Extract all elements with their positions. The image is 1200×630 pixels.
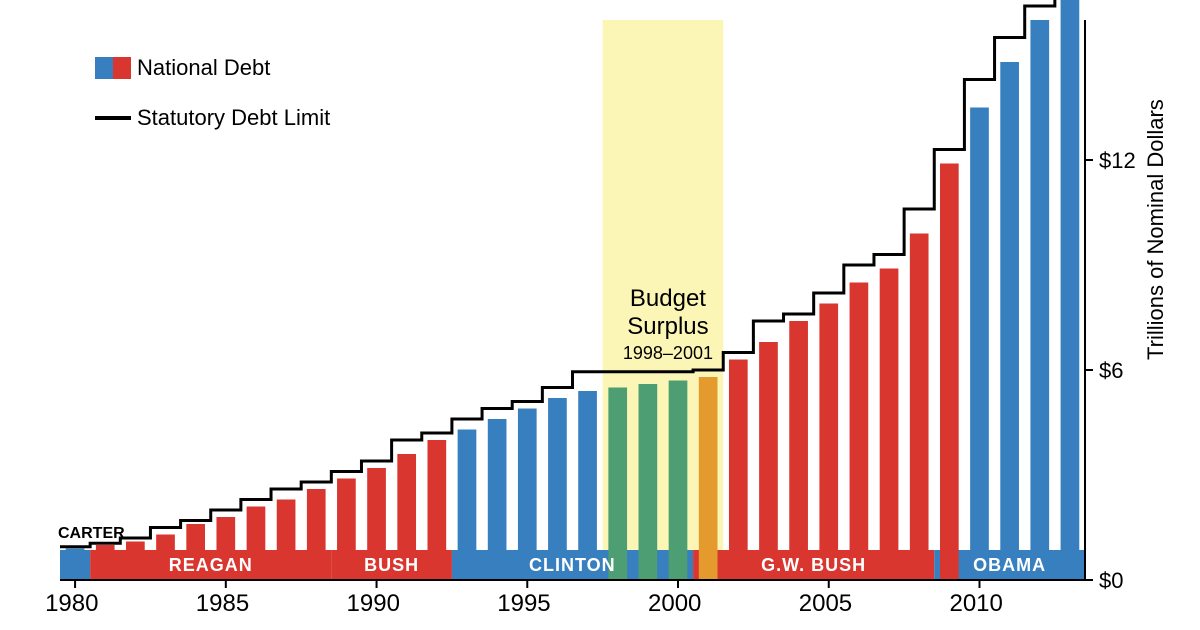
x-tick-1995: 1995 xyxy=(497,590,550,618)
y-tick-6: $6 xyxy=(1099,358,1123,384)
bar-1988 xyxy=(307,489,326,580)
bar-2012 xyxy=(1030,20,1049,580)
bar-1980 xyxy=(66,549,85,581)
president-label-g-w-bush: G.W. BUSH xyxy=(761,555,866,576)
bar-1997 xyxy=(578,391,597,580)
legend-swatch-statutory-line xyxy=(95,116,131,120)
carter-label: CARTER xyxy=(58,525,125,543)
bar-2011 xyxy=(1000,62,1019,580)
president-label-bush: BUSH xyxy=(364,555,419,576)
bar-2010 xyxy=(970,108,989,581)
legend-label-statutory: Statutory Debt Limit xyxy=(137,105,330,131)
legend-item-national-debt: National Debt xyxy=(95,55,330,81)
bar-1993 xyxy=(458,430,477,581)
budget-surplus-title-1: Budget xyxy=(608,285,728,313)
bar-2007 xyxy=(880,269,899,581)
legend-swatch-national-debt xyxy=(95,57,131,79)
legend-item-statutory: Statutory Debt Limit xyxy=(95,105,330,131)
bar-2005 xyxy=(819,304,838,581)
bar-2013 xyxy=(1061,0,1080,580)
bar-1994 xyxy=(488,419,507,580)
president-label-obama: OBAMA xyxy=(973,555,1046,576)
bar-1989 xyxy=(337,479,356,581)
bar-1999 xyxy=(639,384,658,580)
x-tick-2000: 2000 xyxy=(648,590,701,618)
bar-2002 xyxy=(729,360,748,581)
president-label-reagan: REAGAN xyxy=(169,555,253,576)
bar-2009 xyxy=(940,164,959,581)
president-label-clinton: CLINTON xyxy=(529,555,616,576)
bar-2000 xyxy=(669,381,688,581)
bar-1981 xyxy=(96,545,115,580)
y-axis-title: Trillions of Nominal Dollars xyxy=(1143,99,1169,360)
y-tick-0: $0 xyxy=(1099,568,1123,594)
bar-2004 xyxy=(789,321,808,580)
x-tick-2005: 2005 xyxy=(799,590,852,618)
bar-1982 xyxy=(126,542,145,581)
y-tick-12: $12 xyxy=(1099,148,1136,174)
budget-surplus-title-2: Surplus xyxy=(608,313,728,341)
x-tick-1985: 1985 xyxy=(196,590,249,618)
budget-surplus-years: 1998–2001 xyxy=(608,343,728,364)
bar-2003 xyxy=(759,342,778,580)
legend: National Debt Statutory Debt Limit xyxy=(95,55,330,155)
bar-1998 xyxy=(608,388,627,581)
bar-2001 xyxy=(699,377,718,580)
x-tick-1990: 1990 xyxy=(347,590,400,618)
bar-2006 xyxy=(850,283,869,581)
bar-1987 xyxy=(277,500,296,581)
legend-label-national-debt: National Debt xyxy=(137,55,270,81)
x-tick-2010: 2010 xyxy=(949,590,1002,618)
bar-2008 xyxy=(910,234,929,581)
bar-1992 xyxy=(427,440,446,580)
budget-surplus-annotation: Budget Surplus 1998–2001 xyxy=(608,285,728,364)
bar-1996 xyxy=(548,398,567,580)
x-tick-1980: 1980 xyxy=(45,590,98,618)
